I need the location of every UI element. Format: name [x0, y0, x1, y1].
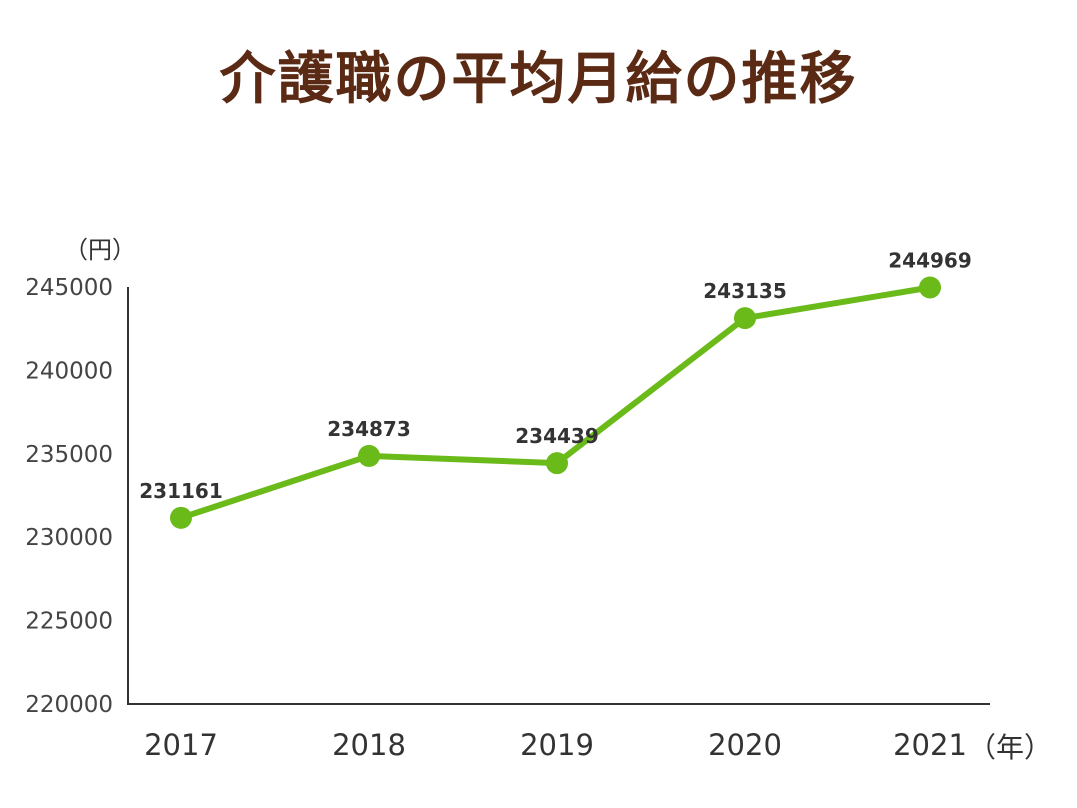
data-label: 244969 [888, 249, 972, 273]
data-label: 234439 [515, 424, 599, 448]
y-tick-label: 240000 [25, 358, 113, 384]
y-tick-label: 245000 [25, 275, 113, 301]
x-tick-label: 2018 [332, 728, 406, 762]
x-tick-label: 2021 [893, 728, 967, 762]
data-label: 243135 [703, 279, 787, 303]
y-tick-label: 230000 [25, 525, 113, 551]
y-tick-label: 225000 [25, 609, 113, 635]
data-point [170, 506, 192, 529]
series-line [178, 284, 933, 521]
data-label: 231161 [139, 479, 223, 503]
data-point [919, 276, 941, 299]
x-tick-label: 2020 [708, 728, 782, 762]
x-tick-label: 2019 [520, 728, 594, 762]
data-point [546, 452, 568, 475]
data-point [734, 307, 756, 330]
data-label: 234873 [327, 417, 411, 441]
data-point [358, 444, 380, 467]
x-axis-unit: （年） [968, 731, 1053, 764]
y-tick-label: 235000 [25, 442, 113, 468]
y-tick-label: 220000 [25, 692, 113, 718]
chart-title: 介護職の平均月給の推移 [219, 47, 858, 112]
y-axis-unit: （円） [64, 236, 136, 264]
x-tick-label: 2017 [144, 728, 218, 762]
